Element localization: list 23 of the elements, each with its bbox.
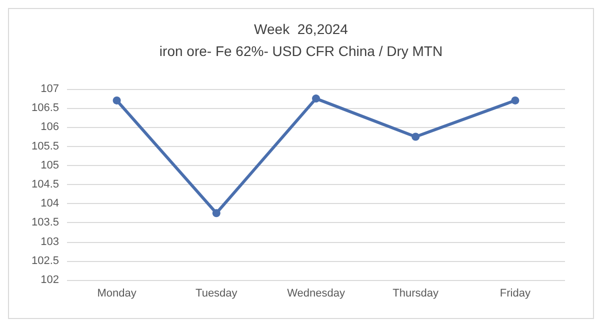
point — [511, 96, 520, 104]
x-tick-label: Thursday — [392, 288, 440, 300]
y-tick-label: 106.5 — [31, 102, 59, 114]
x-tick-label: Friday — [500, 288, 531, 300]
point — [112, 96, 121, 104]
x-tick-label: Tuesday — [196, 288, 238, 300]
y-tick-label: 104.5 — [31, 178, 59, 190]
y-tick-label: 102.5 — [31, 254, 59, 267]
chart-title: Week 26,2024 — [254, 21, 348, 37]
point — [212, 209, 220, 218]
y-tick-label: 103 — [40, 236, 59, 248]
y-tick-label: 102 — [40, 274, 59, 286]
y-tick-label: 107 — [40, 83, 59, 95]
y-tick-label: 103.5 — [31, 216, 59, 229]
x-tick-label: Monday — [97, 288, 137, 300]
chart-subtitle: iron ore- Fe 62%- USD CFR China / Dry MTN — [159, 43, 443, 59]
y-tick-label: 105.5 — [31, 140, 59, 152]
x-tick-label: Wednesday — [287, 288, 346, 300]
y-tick-label: 104 — [40, 198, 59, 210]
point — [412, 132, 420, 141]
point — [312, 94, 320, 103]
y-tick-label: 106 — [40, 121, 59, 134]
y-tick-label: 105 — [40, 159, 59, 172]
